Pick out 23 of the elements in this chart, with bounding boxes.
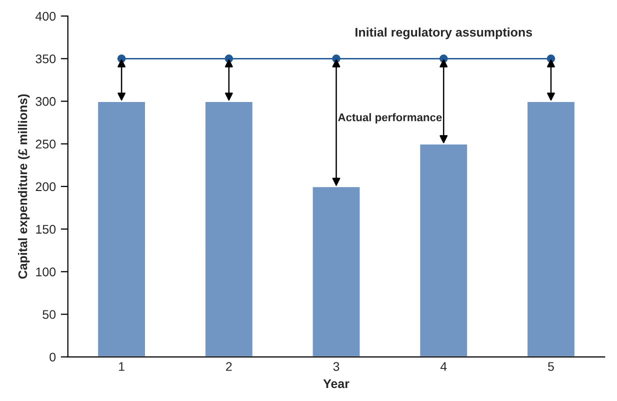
y-tick-label: 200 <box>36 182 56 192</box>
annotation: Actual performance <box>338 113 442 124</box>
bar <box>96 100 146 357</box>
annotation: Initial regulatory assumptions <box>356 27 532 40</box>
y-tick-label: 0 <box>50 352 56 362</box>
x-tick-label: 2 <box>226 362 232 371</box>
bar <box>204 100 254 357</box>
y-tick-label: 350 <box>36 54 56 64</box>
x-tick-label: 3 <box>333 362 340 371</box>
y-tick-label: 100 <box>36 267 56 276</box>
y-tick-label: 150 <box>36 224 56 234</box>
bar <box>418 143 468 357</box>
y-tick-label: 50 <box>42 310 56 319</box>
x-tick-label: 4 <box>440 362 447 371</box>
y-tick-label: 250 <box>36 140 56 149</box>
x-tick-label: 5 <box>548 362 554 371</box>
x-tick-label: 1 <box>119 362 124 371</box>
y-tick-label: 300 <box>36 97 56 106</box>
bar <box>311 186 362 357</box>
x-axis-title: Year <box>323 379 350 388</box>
y-tick-label: 400 <box>36 12 56 21</box>
y-axis-title: Capital expenditure (£ millions) <box>18 94 30 279</box>
bar <box>526 100 576 357</box>
